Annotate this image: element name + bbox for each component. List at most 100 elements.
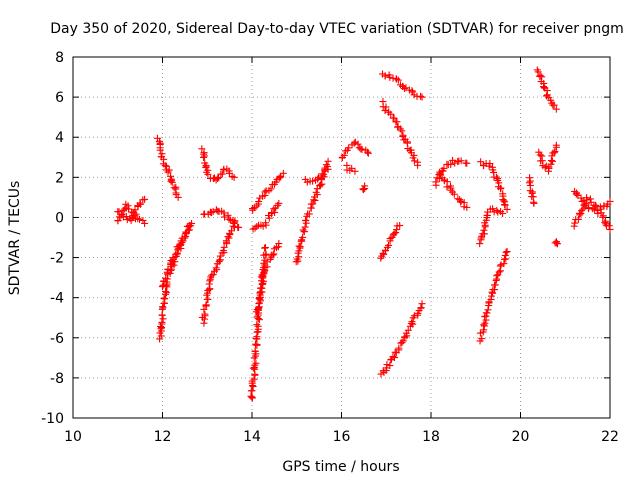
- data-point-arc-11b: [136, 215, 144, 223]
- data-point-arc-12a: [170, 184, 178, 192]
- data-point-arc-19a: [477, 158, 485, 166]
- data-point-arc-17a: [389, 74, 397, 82]
- data-point-arc-21b: [597, 205, 605, 213]
- y-tick-label: -4: [50, 291, 64, 307]
- data-point-arc-21b: [574, 215, 582, 223]
- data-point-arc-14b: [258, 284, 266, 292]
- chart-title: Day 350 of 2020, Sidereal Day-to-day VTE…: [50, 21, 624, 37]
- data-point-arc-13b: [206, 277, 214, 285]
- data-point-arc-16a: [345, 144, 353, 152]
- data-point-arc-14b: [259, 280, 267, 288]
- data-point-arc-14a: [260, 259, 268, 267]
- data-point-arc-13c: [224, 211, 232, 219]
- data-point-arc-14a: [249, 382, 257, 390]
- data-point-arc-14c: [255, 198, 263, 206]
- data-point-arc-14a: [252, 359, 260, 367]
- data-point-arc-17b: [390, 114, 398, 122]
- data-point-arc-18b: [443, 183, 451, 191]
- data-point-arc-11a: [122, 213, 130, 221]
- data-point-arc-15a: [301, 223, 309, 231]
- data-point-arc-13b: [202, 301, 210, 309]
- data-point-arc-13c: [231, 218, 239, 226]
- x-tick-label: 22: [601, 429, 619, 445]
- data-point-arc-13a: [198, 145, 206, 153]
- data-point-arc-19c: [480, 226, 488, 234]
- data-point-arc-14c: [279, 169, 287, 177]
- data-point-arc-19c: [476, 240, 484, 248]
- y-tick-label: -8: [50, 371, 64, 387]
- data-point-arc-17d: [399, 337, 407, 345]
- data-point-arc-17b: [381, 107, 389, 115]
- data-point-arc-14b: [255, 294, 263, 302]
- data-point-arc-19b: [483, 309, 491, 317]
- data-point-arc-17a: [418, 93, 426, 101]
- y-tick-label: 8: [55, 50, 64, 66]
- data-point-arc-18a: [432, 178, 440, 186]
- data-point-arc-17a: [408, 87, 416, 95]
- data-point-arc-19b: [493, 272, 501, 280]
- data-point-arc-14d: [275, 199, 283, 207]
- data-point-arc-19b: [501, 252, 509, 260]
- data-point-arc-13c: [221, 213, 229, 221]
- data-point-arc-20c: [536, 151, 544, 159]
- data-point-arc-12a: [167, 177, 175, 185]
- data-point-arc-15b: [309, 177, 317, 185]
- y-tick-label: -10: [41, 411, 64, 427]
- data-point-arc-20b: [547, 96, 555, 104]
- data-point-arc-20b: [550, 101, 558, 109]
- data-point-arc-17d: [391, 354, 399, 362]
- data-point-arc-17b: [400, 136, 408, 144]
- data-point-arc-17b: [409, 154, 417, 162]
- data-point-arc-19b: [481, 319, 489, 327]
- data-point-arc-13b: [209, 271, 217, 279]
- data-point-arc-12a: [161, 162, 169, 170]
- data-point-arc-13a: [200, 153, 208, 161]
- data-point-arc-17c: [385, 241, 393, 249]
- data-point-arc-19a: [503, 205, 511, 213]
- data-point-arc-17b: [410, 157, 418, 165]
- data-point-arc-20c: [551, 147, 559, 155]
- data-point-arc-21a: [599, 212, 607, 220]
- x-tick-label: 20: [512, 429, 530, 445]
- data-point-arc-12b: [160, 294, 168, 302]
- data-point-arc-17a: [386, 73, 394, 81]
- data-point-arc-19b: [484, 306, 492, 314]
- data-point-arc-15b: [314, 173, 322, 181]
- data-point-arc-11a: [136, 200, 144, 208]
- data-point-arc-14c: [261, 188, 269, 196]
- data-point-arc-20c: [550, 149, 558, 157]
- data-point-arc-17c: [392, 229, 400, 237]
- data-point-arc-13b: [216, 252, 224, 260]
- data-point-arc-17d: [417, 304, 425, 312]
- data-point-arc-14a: [250, 375, 258, 383]
- data-point-arc-14a: [249, 364, 257, 372]
- data-point-arc-16b: [351, 167, 359, 175]
- data-point-arc-19a: [501, 201, 509, 209]
- x-tick-label: 10: [64, 429, 82, 445]
- data-point-arc-13b: [212, 264, 220, 272]
- data-point-arc-14c: [267, 185, 275, 193]
- data-point-arc-21b: [578, 207, 586, 215]
- data-point-arc-14b: [260, 277, 268, 285]
- data-point-arc-20d: [552, 239, 560, 247]
- x-tick-label: 16: [333, 429, 351, 445]
- data-point-arc-19b: [478, 335, 486, 343]
- data-point-arc-18a: [451, 159, 459, 167]
- data-point-arc-16a: [354, 140, 362, 148]
- data-point-arc-11b: [134, 215, 142, 223]
- data-point-arc-17c: [380, 250, 388, 258]
- data-point-arc-16a: [364, 148, 372, 156]
- data-point-arc-15b: [319, 172, 327, 180]
- data-point-arc-18b: [437, 171, 445, 179]
- data-point-arc-19a: [492, 173, 500, 181]
- data-point-arc-17c: [390, 230, 398, 238]
- data-point-arc-19c: [499, 209, 507, 217]
- data-point-arc-17b: [382, 103, 390, 111]
- data-point-arc-21b: [583, 194, 591, 202]
- data-point-arc-15b: [314, 175, 322, 183]
- data-point-arc-20b: [534, 68, 542, 76]
- data-point-arc-14d: [262, 219, 270, 227]
- data-point-arc-17b: [393, 118, 401, 126]
- data-point-arc-15a: [295, 242, 303, 250]
- data-point-arc-16a: [350, 139, 358, 147]
